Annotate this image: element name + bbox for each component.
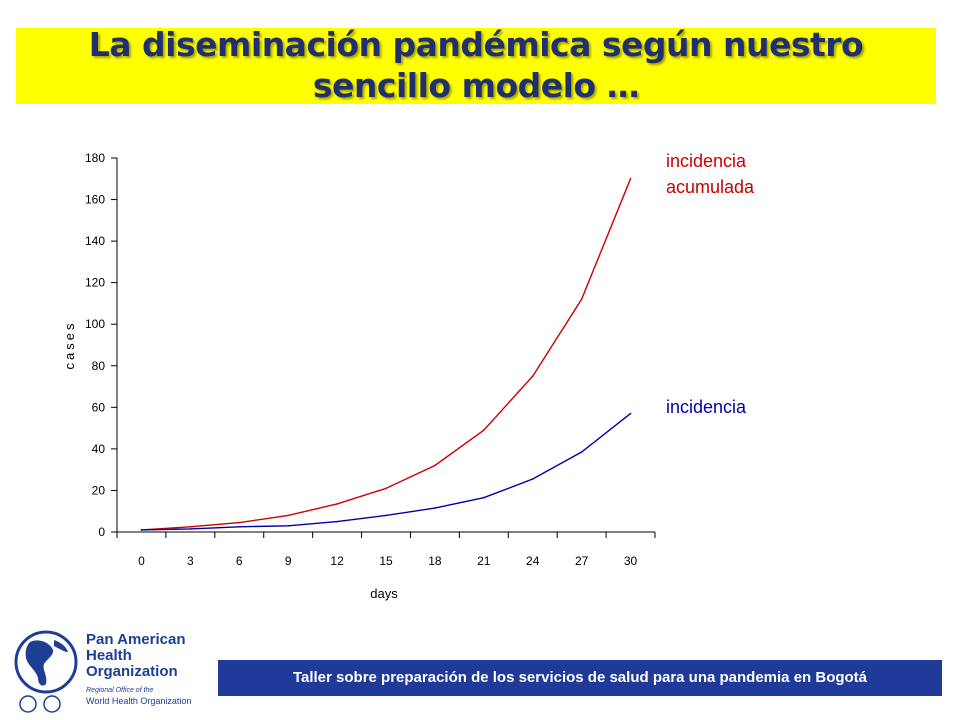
y-tick-label: 160 bbox=[85, 193, 105, 207]
data-point bbox=[531, 478, 534, 480]
data-point bbox=[336, 520, 338, 523]
data-point bbox=[189, 528, 192, 530]
y-tick-label: 80 bbox=[92, 359, 106, 373]
data-point bbox=[434, 464, 436, 467]
y-tick-label: 180 bbox=[85, 151, 105, 165]
data-point bbox=[336, 503, 338, 505]
y-tick-label: 100 bbox=[85, 317, 105, 331]
data-point bbox=[287, 524, 289, 527]
x-tick-label: 24 bbox=[526, 554, 540, 568]
data-point bbox=[385, 514, 387, 517]
y-axis-label: cases bbox=[62, 321, 77, 370]
y-tick-label: 20 bbox=[92, 483, 106, 497]
y-tick-label: 140 bbox=[85, 234, 105, 248]
series-line-incidencia-acumulada bbox=[141, 178, 632, 531]
legend-label-acumulada: incidencia acumulada bbox=[666, 151, 755, 197]
footer-text: Taller sobre preparación de los servicio… bbox=[292, 669, 868, 686]
data-point bbox=[238, 521, 241, 524]
x-tick-label: 21 bbox=[477, 554, 491, 568]
x-tick-label: 15 bbox=[379, 554, 393, 568]
y-tick-label: 40 bbox=[92, 442, 106, 456]
x-tick-label: 6 bbox=[236, 554, 243, 568]
x-tick-label: 30 bbox=[624, 554, 638, 568]
x-tick-label: 0 bbox=[138, 554, 145, 568]
data-point bbox=[140, 529, 143, 531]
x-tick-label: 27 bbox=[575, 554, 589, 568]
data-point bbox=[580, 451, 583, 453]
data-point bbox=[238, 526, 241, 528]
data-point bbox=[287, 514, 289, 517]
emblem-icon bbox=[19, 695, 37, 713]
data-point bbox=[629, 177, 632, 180]
title-bar bbox=[16, 28, 936, 104]
x-axis-label: days bbox=[370, 586, 398, 601]
y-tick-label: 60 bbox=[92, 400, 106, 414]
globe-icon bbox=[14, 630, 78, 713]
x-tick-label: 12 bbox=[330, 554, 344, 568]
logo-subtitle: Regional Office of the World Health Orga… bbox=[86, 687, 192, 706]
data-point bbox=[580, 298, 583, 301]
data-point bbox=[434, 507, 436, 509]
data-point bbox=[385, 487, 387, 490]
data-point bbox=[483, 496, 485, 499]
slide-title: La diseminación pandémica según nuestro … bbox=[88, 25, 864, 105]
x-tick-label: 3 bbox=[187, 554, 194, 568]
paho-logo: Pan American Health Organization Regiona… bbox=[8, 628, 198, 718]
series-line-incidencia bbox=[141, 413, 631, 531]
y-tick-label: 120 bbox=[85, 276, 105, 290]
x-tick-label: 18 bbox=[428, 554, 442, 568]
x-tick-label: 9 bbox=[285, 554, 292, 568]
data-point bbox=[483, 429, 485, 431]
legend-label-incidencia: incidencia bbox=[666, 397, 747, 417]
who-emblem-icon bbox=[43, 695, 61, 713]
y-tick-label: 0 bbox=[98, 525, 105, 539]
data-point bbox=[531, 375, 534, 377]
logo-name: Pan American Health Organization bbox=[86, 631, 186, 680]
data-point bbox=[189, 526, 192, 528]
footer-bar bbox=[218, 660, 942, 696]
data-point bbox=[629, 412, 632, 415]
